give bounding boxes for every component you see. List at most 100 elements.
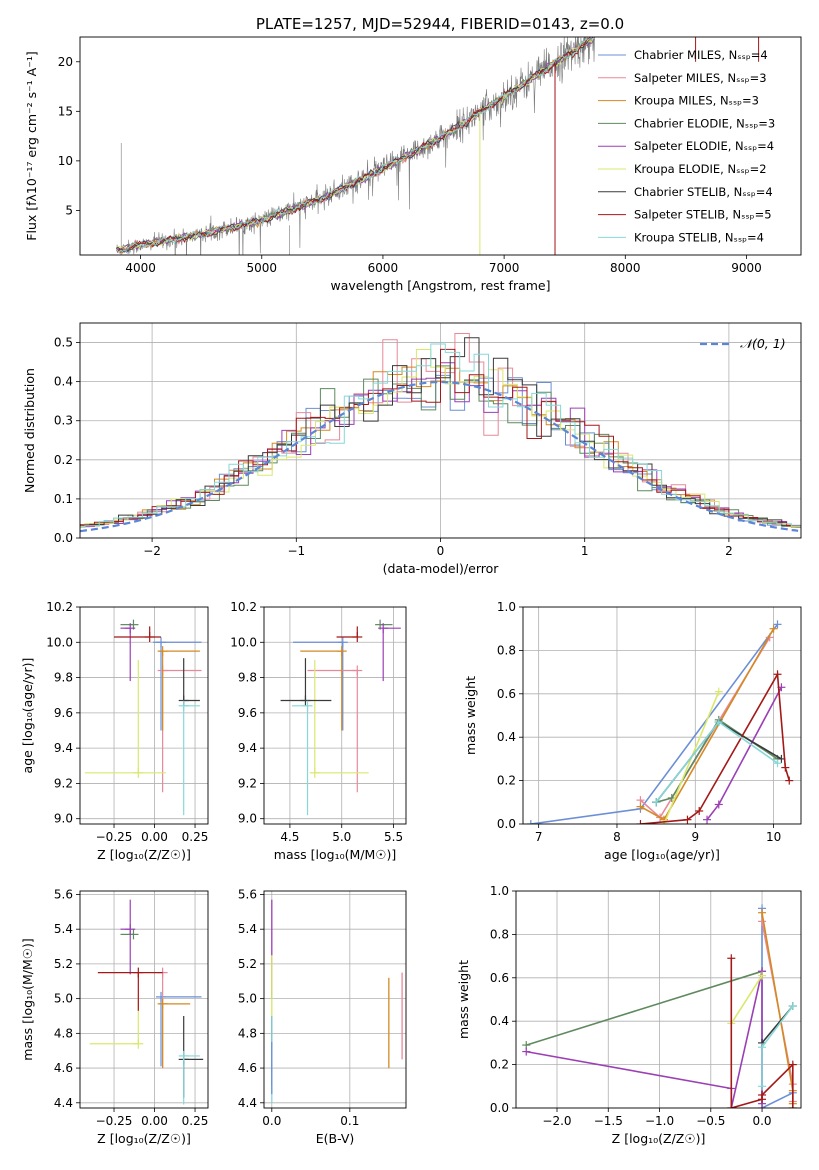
y-tick-label: 9.6 bbox=[54, 706, 73, 720]
series-line bbox=[639, 636, 771, 819]
model-line bbox=[116, 37, 595, 253]
y-tick-label: 0.0 bbox=[490, 1101, 509, 1115]
x-axis-label: wavelength [Angstrom, rest frame] bbox=[330, 278, 550, 293]
panel-mass_vs_Z: −0.25 0.00 0.25 4.4 4.6 4.8 5.0 5.2 5.4 5.6 Z [log… bbox=[20, 887, 209, 1146]
y-tick-label: 1.0 bbox=[497, 600, 516, 614]
y-tick-label: 9.8 bbox=[238, 671, 257, 685]
x-tick-label: −2.0 bbox=[542, 1114, 571, 1128]
plot-area bbox=[264, 607, 406, 824]
y-tick-label: 4.8 bbox=[54, 1026, 73, 1040]
x-tick-label: 5.0 bbox=[332, 830, 351, 844]
y-tick-label: 10 bbox=[58, 154, 73, 168]
y-tick-label: 5 bbox=[65, 203, 73, 217]
y-tick-label: 0.4 bbox=[54, 375, 73, 389]
y-tick-label: 9.4 bbox=[54, 741, 73, 755]
y-tick-label: 0.8 bbox=[497, 643, 516, 657]
panel-age_vs_mass: 4.5 5.0 5.5 9.0 9.2 9.4 9.6 9.8 10.0 10.2 mass [lo… bbox=[230, 600, 407, 862]
normal-curve bbox=[80, 380, 799, 533]
x-axis-label: age [log₁₀(age/yr)] bbox=[604, 847, 720, 862]
histogram-step bbox=[80, 343, 801, 528]
y-tick-label: 9.2 bbox=[238, 776, 257, 790]
series-line bbox=[730, 975, 763, 1024]
y-tick-label: 0.0 bbox=[497, 817, 516, 831]
y-tick-label: 4.4 bbox=[54, 1096, 73, 1110]
x-tick-label: 5000 bbox=[246, 261, 277, 275]
model-line bbox=[116, 37, 595, 251]
y-tick-label: 9.0 bbox=[238, 812, 257, 826]
legend-label: Salpeter ELODIE, Nₛₛₚ=4 bbox=[634, 139, 774, 153]
axes-frame bbox=[515, 890, 802, 1109]
y-tick-label: 9.4 bbox=[238, 741, 257, 755]
x-tick-label: 7000 bbox=[489, 261, 520, 275]
y-tick-label: 4.8 bbox=[238, 1026, 257, 1040]
x-tick-label: 0.00 bbox=[141, 830, 168, 844]
series-line bbox=[640, 671, 791, 824]
panel-weight_vs_Z: −2.0 −1.5 −1.0 −0.5 0.0 0.0 0.2 0.4 0.6 0.8 1.0 Z [… bbox=[456, 884, 802, 1146]
y-tick-label: 5.0 bbox=[54, 992, 73, 1006]
histogram-step bbox=[80, 337, 801, 527]
histogram-step bbox=[80, 365, 801, 528]
y-tick-label: 10.0 bbox=[230, 635, 257, 649]
y-tick-label: 5.6 bbox=[238, 887, 257, 901]
x-tick-label: 2 bbox=[725, 544, 733, 558]
axes-frame bbox=[263, 606, 407, 825]
plot-area bbox=[516, 891, 801, 1108]
series-line bbox=[526, 970, 763, 1046]
y-tick-label: 9.0 bbox=[54, 812, 73, 826]
y-tick-label: 0.6 bbox=[490, 971, 509, 985]
y-tick-label: 0.2 bbox=[490, 1058, 509, 1072]
legend-label: Salpeter MILES, Nₛₛₚ=3 bbox=[634, 71, 767, 85]
x-tick-label: 4000 bbox=[125, 261, 156, 275]
x-tick-label: 1 bbox=[581, 544, 589, 558]
x-tick-label: 0.25 bbox=[182, 830, 209, 844]
y-tick-label: 20 bbox=[58, 55, 73, 69]
plot-area bbox=[523, 607, 801, 824]
plot-area bbox=[80, 891, 208, 1108]
axes-frame bbox=[263, 890, 407, 1109]
x-tick-label: 0.1 bbox=[340, 1114, 359, 1128]
legend-label: Chabrier ELODIE, Nₛₛₚ=3 bbox=[634, 116, 775, 130]
y-tick-label: 0.0 bbox=[54, 531, 73, 545]
y-tick-label: 0.2 bbox=[54, 453, 73, 467]
x-tick-label: 7 bbox=[535, 830, 543, 844]
y-tick-label: 0.4 bbox=[497, 730, 516, 744]
x-tick-label: 9 bbox=[691, 830, 699, 844]
figure-title: PLATE=1257, MJD=52944, FIBERID=0143, z=0… bbox=[256, 15, 624, 33]
x-tick-label: 8000 bbox=[610, 261, 641, 275]
y-tick-label: 10.0 bbox=[46, 635, 73, 649]
y-tick-label: 9.6 bbox=[238, 706, 257, 720]
x-axis-label: Z [log₁₀(Z/Z☉)] bbox=[97, 1131, 191, 1146]
x-tick-label: 0 bbox=[437, 544, 445, 558]
y-tick-label: 5.0 bbox=[238, 992, 257, 1006]
panel-mass_vs_ebv: 0.0 0.1 4.4 4.6 4.8 5.0 5.2 5.4 5.6 E(B-V) bbox=[238, 887, 407, 1146]
x-tick-label: 4.5 bbox=[280, 830, 299, 844]
legend-label: Kroupa MILES, Nₛₛₚ=3 bbox=[634, 94, 759, 108]
x-tick-label: 6000 bbox=[368, 261, 399, 275]
x-tick-label: 0.00 bbox=[141, 1114, 168, 1128]
model-line bbox=[116, 38, 596, 251]
model-line bbox=[116, 37, 596, 254]
y-tick-label: 5.4 bbox=[54, 922, 73, 936]
y-tick-label: 4.6 bbox=[54, 1061, 73, 1075]
y-axis-label: mass [log₁₀(M/M☉)] bbox=[20, 938, 35, 1060]
y-tick-label: 9.8 bbox=[54, 671, 73, 685]
y-tick-label: 0.1 bbox=[54, 492, 73, 506]
y-tick-label: 5.2 bbox=[238, 957, 257, 971]
y-tick-label: 0.6 bbox=[497, 687, 516, 701]
legend-label: Chabrier MILES, Nₛₛₚ=4 bbox=[634, 48, 768, 62]
model-line bbox=[116, 37, 595, 250]
model-line bbox=[116, 37, 592, 254]
x-axis-label: Z [log₁₀(Z/Z☉)] bbox=[612, 1131, 706, 1146]
plot-area bbox=[116, 37, 760, 255]
plot-area bbox=[264, 891, 406, 1108]
y-tick-label: 4.6 bbox=[238, 1061, 257, 1075]
x-tick-label: −1.0 bbox=[645, 1114, 674, 1128]
x-tick-label: −2 bbox=[143, 544, 161, 558]
x-tick-label: −0.25 bbox=[96, 1114, 133, 1128]
series-line bbox=[526, 971, 763, 1108]
y-tick-label: 1.0 bbox=[490, 884, 509, 898]
series-line bbox=[530, 623, 779, 824]
x-tick-label: −0.5 bbox=[696, 1114, 725, 1128]
panel-spectrum: 4000 5000 6000 7000 8000 9000 5 10 15 20 wavelengt… bbox=[24, 36, 802, 293]
